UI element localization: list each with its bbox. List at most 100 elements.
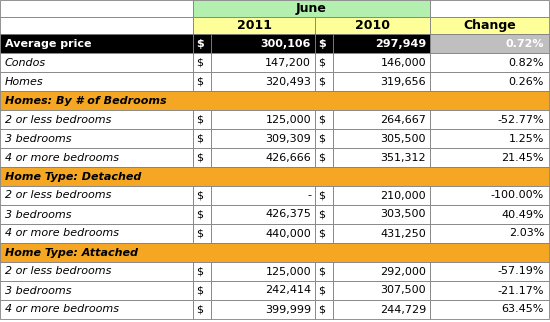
Bar bbox=[193, 110, 211, 129]
Text: 0.72%: 0.72% bbox=[505, 39, 544, 49]
Bar bbox=[315, 17, 430, 34]
Bar bbox=[430, 72, 549, 91]
Bar bbox=[333, 186, 430, 205]
Text: 292,000: 292,000 bbox=[380, 267, 426, 277]
Bar bbox=[0, 72, 193, 91]
Text: 0.82%: 0.82% bbox=[509, 58, 544, 68]
Text: 351,312: 351,312 bbox=[381, 153, 426, 163]
Text: 210,000: 210,000 bbox=[381, 191, 426, 201]
Text: 2011: 2011 bbox=[236, 19, 272, 32]
Bar bbox=[193, 17, 315, 34]
Bar bbox=[0, 243, 549, 262]
Text: 1.25%: 1.25% bbox=[509, 134, 544, 144]
Text: 264,667: 264,667 bbox=[380, 115, 426, 125]
Bar bbox=[430, 0, 549, 17]
Text: 303,500: 303,500 bbox=[381, 210, 426, 220]
Text: 125,000: 125,000 bbox=[265, 115, 311, 125]
Text: $: $ bbox=[196, 115, 203, 125]
Bar bbox=[315, 72, 333, 91]
Bar bbox=[0, 224, 193, 243]
Bar bbox=[315, 53, 333, 72]
Text: 4 or more bedrooms: 4 or more bedrooms bbox=[5, 153, 119, 163]
Bar bbox=[193, 148, 211, 167]
Text: 431,250: 431,250 bbox=[380, 229, 426, 239]
Bar bbox=[211, 262, 315, 281]
Bar bbox=[315, 281, 333, 300]
Text: $: $ bbox=[318, 58, 325, 68]
Bar bbox=[0, 205, 193, 224]
Text: $: $ bbox=[318, 286, 325, 296]
Text: $: $ bbox=[196, 134, 203, 144]
Text: $: $ bbox=[318, 39, 326, 49]
Text: -57.19%: -57.19% bbox=[498, 267, 544, 277]
Bar bbox=[430, 186, 549, 205]
Bar bbox=[193, 281, 211, 300]
Bar bbox=[315, 224, 333, 243]
Text: 2 or less bedrooms: 2 or less bedrooms bbox=[5, 267, 111, 277]
Text: $: $ bbox=[196, 39, 204, 49]
Text: $: $ bbox=[318, 229, 325, 239]
Text: 2 or less bedrooms: 2 or less bedrooms bbox=[5, 191, 111, 201]
Bar bbox=[0, 167, 549, 186]
Bar bbox=[0, 34, 193, 53]
Bar bbox=[211, 129, 315, 148]
Bar bbox=[0, 281, 193, 300]
Bar bbox=[333, 281, 430, 300]
Text: 40.49%: 40.49% bbox=[502, 210, 544, 220]
Bar bbox=[333, 53, 430, 72]
Text: 320,493: 320,493 bbox=[265, 77, 311, 87]
Text: $: $ bbox=[318, 191, 325, 201]
Text: $: $ bbox=[318, 153, 325, 163]
Text: -52.77%: -52.77% bbox=[497, 115, 544, 125]
Text: 309,309: 309,309 bbox=[265, 134, 311, 144]
Bar bbox=[193, 72, 211, 91]
Text: Homes: Homes bbox=[5, 77, 43, 87]
Text: Home Type: Attached: Home Type: Attached bbox=[5, 248, 138, 258]
Bar bbox=[315, 110, 333, 129]
Text: $: $ bbox=[196, 58, 203, 68]
Text: 2010: 2010 bbox=[355, 19, 390, 32]
Bar bbox=[0, 17, 193, 34]
Text: Average price: Average price bbox=[5, 39, 91, 49]
Bar bbox=[430, 129, 549, 148]
Text: $: $ bbox=[196, 153, 203, 163]
Bar bbox=[430, 300, 549, 319]
Text: $: $ bbox=[318, 115, 325, 125]
Bar bbox=[430, 148, 549, 167]
Bar bbox=[315, 205, 333, 224]
Bar bbox=[333, 224, 430, 243]
Text: 319,656: 319,656 bbox=[381, 77, 426, 87]
Bar bbox=[0, 110, 193, 129]
Bar bbox=[430, 205, 549, 224]
Bar bbox=[193, 186, 211, 205]
Bar bbox=[430, 34, 549, 53]
Bar bbox=[0, 91, 549, 110]
Bar bbox=[315, 129, 333, 148]
Text: 440,000: 440,000 bbox=[265, 229, 311, 239]
Bar bbox=[0, 129, 193, 148]
Bar bbox=[333, 72, 430, 91]
Bar bbox=[430, 281, 549, 300]
Text: $: $ bbox=[196, 267, 203, 277]
Text: 297,949: 297,949 bbox=[375, 39, 426, 49]
Text: 426,375: 426,375 bbox=[265, 210, 311, 220]
Bar bbox=[193, 0, 430, 17]
Text: 2.03%: 2.03% bbox=[509, 229, 544, 239]
Text: 305,500: 305,500 bbox=[381, 134, 426, 144]
Text: Change: Change bbox=[463, 19, 516, 32]
Text: $: $ bbox=[196, 229, 203, 239]
Bar bbox=[430, 262, 549, 281]
Text: -100.00%: -100.00% bbox=[491, 191, 544, 201]
Bar bbox=[211, 72, 315, 91]
Text: $: $ bbox=[196, 210, 203, 220]
Text: 4 or more bedrooms: 4 or more bedrooms bbox=[5, 229, 119, 239]
Text: 4 or more bedrooms: 4 or more bedrooms bbox=[5, 305, 119, 315]
Bar bbox=[211, 186, 315, 205]
Bar bbox=[0, 0, 193, 17]
Text: Home Type: Detached: Home Type: Detached bbox=[5, 172, 141, 182]
Bar bbox=[333, 34, 430, 53]
Text: $: $ bbox=[196, 77, 203, 87]
Bar bbox=[193, 129, 211, 148]
Text: 399,999: 399,999 bbox=[265, 305, 311, 315]
Bar bbox=[0, 262, 193, 281]
